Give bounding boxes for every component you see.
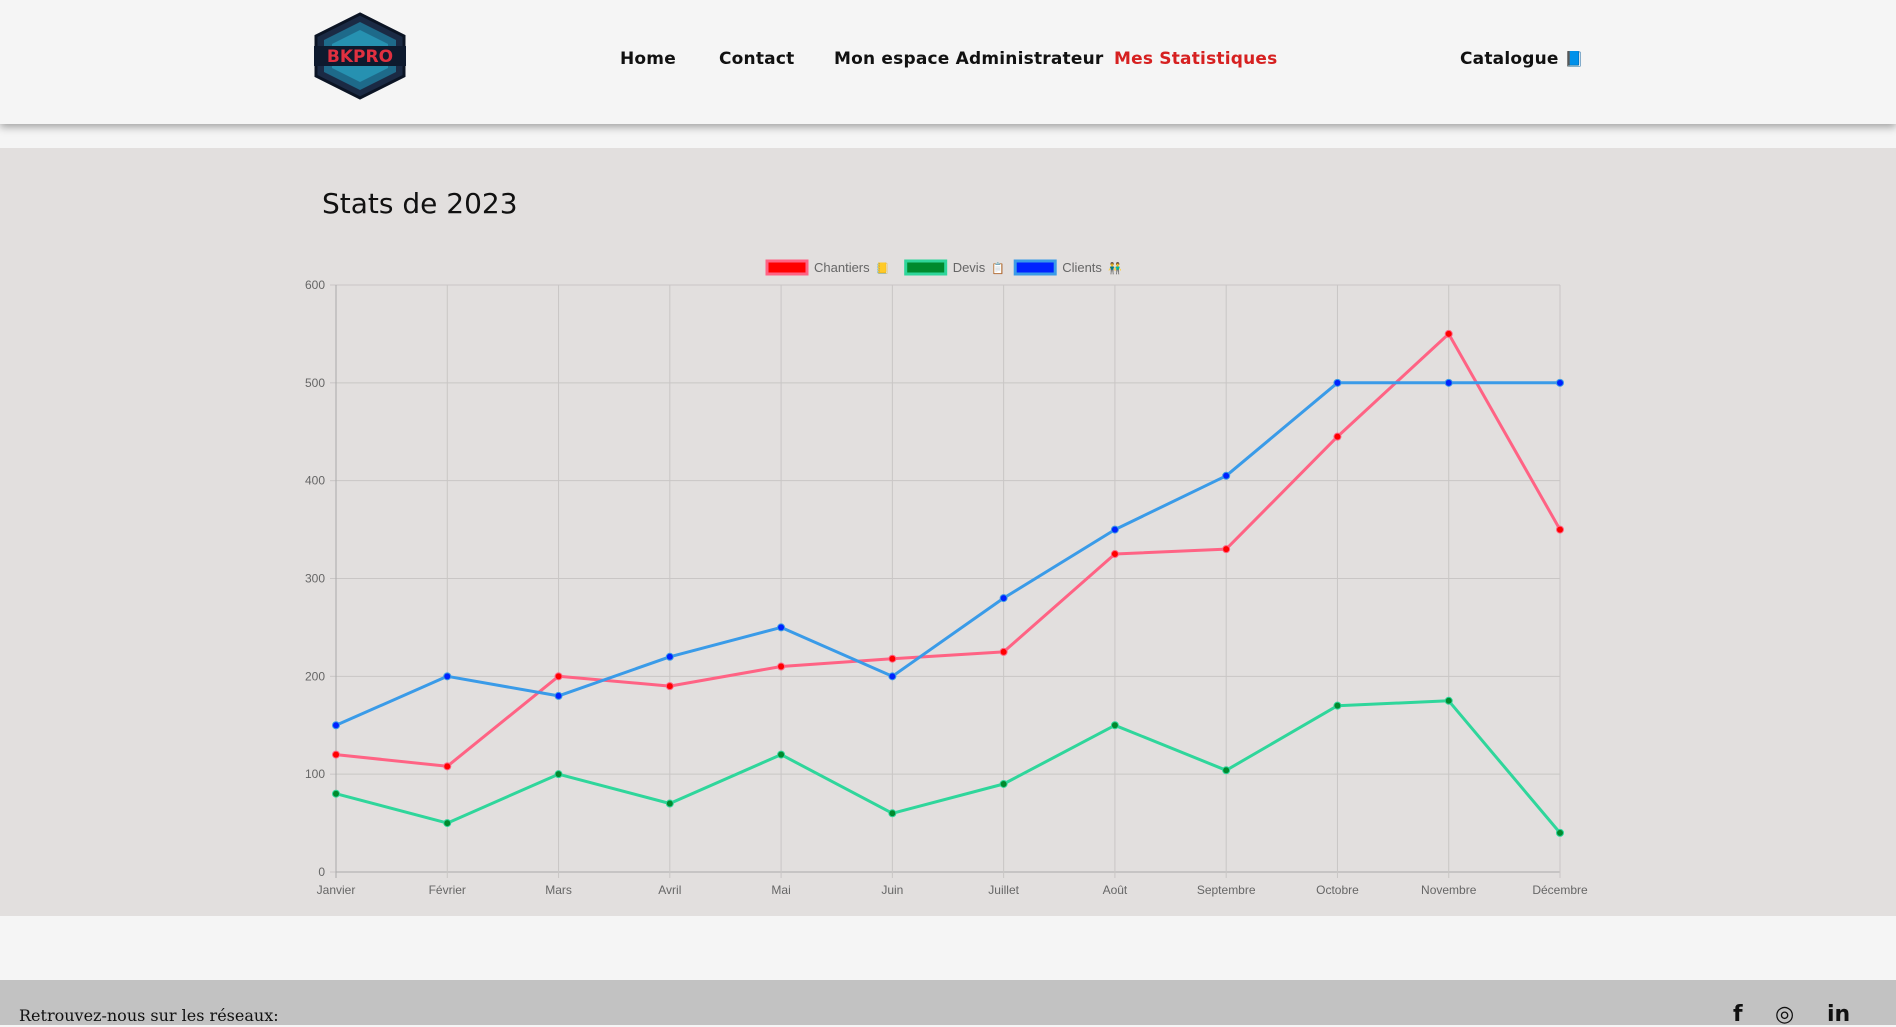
- data-point-chantiers: [777, 662, 786, 671]
- legend-text: Clients: [1062, 260, 1102, 275]
- data-point-devis: [777, 750, 786, 759]
- data-point-chantiers: [554, 672, 563, 681]
- series-line-clients: [335, 381, 1560, 727]
- nav-catalogue-label: Catalogue: [1460, 49, 1559, 69]
- data-point-chantiers: [1333, 432, 1342, 441]
- x-tick-label: Mars: [545, 883, 572, 897]
- data-point-chantiers: [1110, 550, 1119, 559]
- data-point-clients: [999, 594, 1008, 603]
- data-point-chantiers: [332, 750, 340, 759]
- y-tick-label: 500: [305, 376, 325, 390]
- nav-home[interactable]: Home: [620, 49, 676, 69]
- data-point-clients: [1333, 378, 1342, 387]
- legend-text: Devis: [953, 260, 986, 275]
- data-point-devis: [1333, 701, 1342, 710]
- data-point-devis: [332, 789, 340, 798]
- y-tick-label: 600: [305, 278, 325, 292]
- legend-swatch-devis: [904, 259, 948, 276]
- data-point-clients: [888, 672, 897, 681]
- nav-catalogue[interactable]: Catalogue 📘: [1460, 49, 1584, 69]
- footer-text: Retrouvez-nous sur les réseaux:: [19, 1006, 279, 1025]
- x-tick-label: Février: [429, 883, 466, 897]
- data-point-devis: [1556, 828, 1564, 837]
- navbar: BKPRO Home Contact Mon espace Administra…: [0, 0, 1896, 124]
- y-tick-label: 300: [305, 572, 325, 586]
- data-point-chantiers: [665, 682, 674, 691]
- legend-emoji: 📋: [991, 262, 1005, 275]
- page-title: Stats de 2023: [322, 187, 518, 220]
- data-point-clients: [443, 672, 452, 681]
- legend-emoji: 👬: [1108, 262, 1122, 275]
- x-tick-label: Septembre: [1197, 883, 1256, 897]
- nav-statistics[interactable]: Mes Statistiques: [1114, 49, 1278, 69]
- x-tick-label: Novembre: [1421, 883, 1477, 897]
- data-point-clients: [777, 623, 786, 632]
- data-point-chantiers: [888, 654, 897, 663]
- data-point-devis: [888, 809, 897, 818]
- x-tick-label: Juin: [881, 883, 903, 897]
- legend-label-clients: Clients 👬: [1062, 260, 1122, 275]
- data-point-devis: [665, 799, 674, 808]
- stats-section: [0, 148, 1896, 916]
- x-tick-label: Août: [1103, 883, 1128, 897]
- linkedin-icon[interactable]: in: [1827, 1002, 1851, 1027]
- data-point-devis: [1444, 696, 1453, 705]
- footer: [0, 980, 1896, 1025]
- legend-label-devis: Devis 📋: [953, 260, 1005, 275]
- nav-contact[interactable]: Contact: [719, 49, 795, 69]
- data-point-chantiers: [999, 647, 1008, 656]
- y-tick-label: 200: [305, 669, 325, 683]
- line-chart: 0 100 200 300 400 500 600 Janvier Février Mars Avr…: [305, 259, 1588, 897]
- data-point-devis: [443, 819, 452, 828]
- data-point-devis: [1222, 766, 1231, 775]
- data-point-devis: [1110, 721, 1119, 730]
- data-point-chantiers: [1444, 329, 1453, 338]
- data-point-devis: [554, 770, 563, 779]
- data-point-chantiers: [443, 762, 452, 771]
- bkpro-logo[interactable]: BKPRO: [312, 12, 408, 100]
- series-line-devis: [335, 699, 1562, 834]
- data-point-clients: [1444, 378, 1453, 387]
- legend-emoji: 📒: [876, 262, 890, 275]
- y-tick-label: 0: [318, 865, 325, 879]
- x-tick-label: Janvier: [317, 883, 356, 897]
- book-icon: 📘: [1564, 50, 1584, 68]
- x-tick-label: Juillet: [988, 883, 1019, 897]
- x-tick-label: Mai: [771, 883, 790, 897]
- data-point-clients: [1110, 525, 1119, 534]
- legend-swatch-chantiers: [765, 259, 809, 276]
- data-point-clients: [554, 691, 563, 700]
- instagram-icon[interactable]: ◎: [1775, 1002, 1795, 1027]
- x-tick-label: Octobre: [1316, 883, 1359, 897]
- data-point-clients: [332, 721, 340, 730]
- data-point-devis: [999, 779, 1008, 788]
- x-tick-label: Avril: [658, 883, 681, 897]
- data-point-clients: [1222, 471, 1231, 480]
- legend-label-chantiers: Chantiers 📒: [814, 260, 889, 275]
- data-point-chantiers: [1222, 545, 1231, 554]
- nav-admin-space[interactable]: Mon espace Administrateur: [834, 49, 1104, 69]
- legend-swatch-clients: [1013, 259, 1057, 276]
- series-line-chantiers: [335, 332, 1562, 768]
- data-point-clients: [665, 652, 674, 661]
- data-point-chantiers: [1556, 525, 1564, 534]
- y-tick-label: 100: [305, 767, 325, 781]
- x-tick-label: Décembre: [1532, 883, 1588, 897]
- facebook-icon[interactable]: f: [1733, 1002, 1743, 1027]
- data-point-clients: [1556, 378, 1564, 387]
- y-tick-label: 400: [305, 474, 325, 488]
- logo-text: BKPRO: [327, 47, 393, 67]
- legend-text: Chantiers: [814, 260, 870, 275]
